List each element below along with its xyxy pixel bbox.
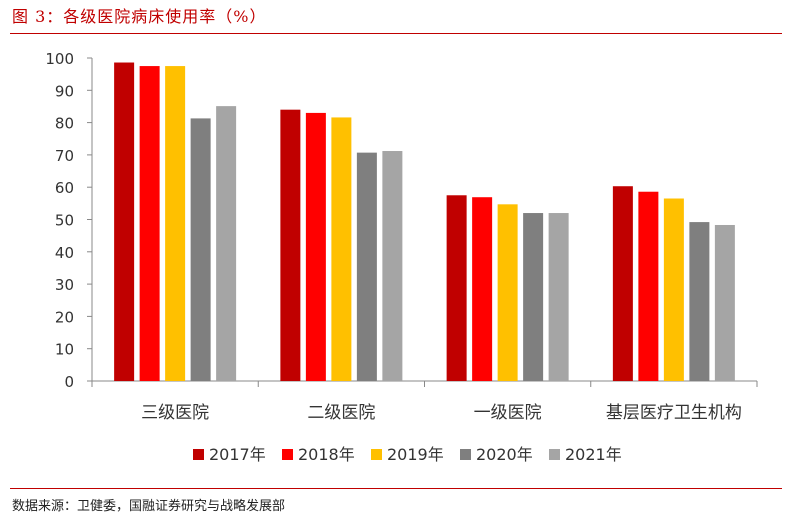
legend-item: 2020年: [460, 445, 533, 464]
y-tick-label: 10: [55, 341, 74, 359]
legend-label: 2018年: [298, 445, 355, 464]
bar: [497, 204, 518, 381]
legend-item: 2019年: [371, 445, 444, 464]
bar: [446, 195, 467, 381]
y-axis: 0 10 20 30 40 50 60 70 80 90 100: [45, 50, 93, 391]
legend-label: 2017年: [209, 445, 266, 464]
legend-swatch: [549, 449, 560, 460]
legend-swatch: [193, 449, 204, 460]
bar: [356, 152, 377, 381]
bar: [216, 106, 237, 381]
bar-series: [216, 106, 735, 381]
legend-swatch: [282, 449, 293, 460]
bar: [331, 117, 352, 381]
bar: [139, 66, 160, 381]
bar: [165, 66, 186, 381]
y-tick-label: 20: [55, 308, 74, 326]
bar: [638, 191, 659, 381]
figure-title: 图 3：各级医院病床使用率（%）: [12, 7, 267, 26]
x-tick-label: 一级医院: [474, 403, 542, 423]
legend-swatch: [371, 449, 382, 460]
bar: [280, 109, 301, 382]
x-axis: 三级医院 二级医院 一级医院 基层医疗卫生机构: [91, 380, 758, 423]
legend-item: 2017年: [193, 445, 266, 464]
bar-series: [139, 66, 659, 381]
source-note: 数据来源：卫健委，国融证券研究与战略发展部: [12, 499, 286, 514]
bar: [523, 213, 544, 381]
bar: [305, 112, 326, 381]
x-tick-label: 三级医院: [141, 403, 209, 423]
y-tick-label: 60: [55, 179, 74, 197]
legend-label: 2020年: [476, 445, 533, 464]
bar: [472, 197, 493, 381]
x-tick-label: 二级医院: [307, 403, 375, 423]
bar: [382, 151, 403, 381]
y-tick-label: 40: [55, 244, 74, 262]
bar: [190, 118, 211, 381]
y-tick-label: 100: [45, 50, 74, 68]
bar-series: [165, 66, 684, 381]
y-tick-label: 90: [55, 82, 74, 100]
title-rule: [10, 33, 782, 34]
legend: 2017年 2018年 2019年 2020年 2021年: [193, 445, 622, 464]
bar-series-group: [114, 62, 735, 382]
bar: [689, 222, 710, 381]
legend-label: 2021年: [565, 445, 622, 464]
y-tick-label: 30: [55, 276, 74, 294]
y-tick-label: 70: [55, 147, 74, 165]
bar: [612, 186, 633, 381]
bar-series: [114, 62, 633, 382]
bar: [714, 224, 735, 381]
legend-item: 2021年: [549, 445, 622, 464]
legend-label: 2019年: [387, 445, 444, 464]
y-tick-label: 50: [55, 212, 74, 230]
x-tick-label: 基层医疗卫生机构: [606, 403, 742, 423]
bar-series: [190, 118, 710, 381]
bar: [114, 62, 135, 381]
bar: [548, 213, 569, 381]
y-tick-label: 0: [64, 373, 74, 391]
bar-chart: 0 10 20 30 40 50 60 70 80 90 100 三级医院 二级医院 一级医院 基层医疗卫…: [45, 50, 758, 464]
y-tick-label: 80: [55, 115, 74, 133]
bar: [663, 198, 684, 381]
legend-item: 2018年: [282, 445, 355, 464]
source-rule: [10, 488, 782, 489]
legend-swatch: [460, 449, 471, 460]
